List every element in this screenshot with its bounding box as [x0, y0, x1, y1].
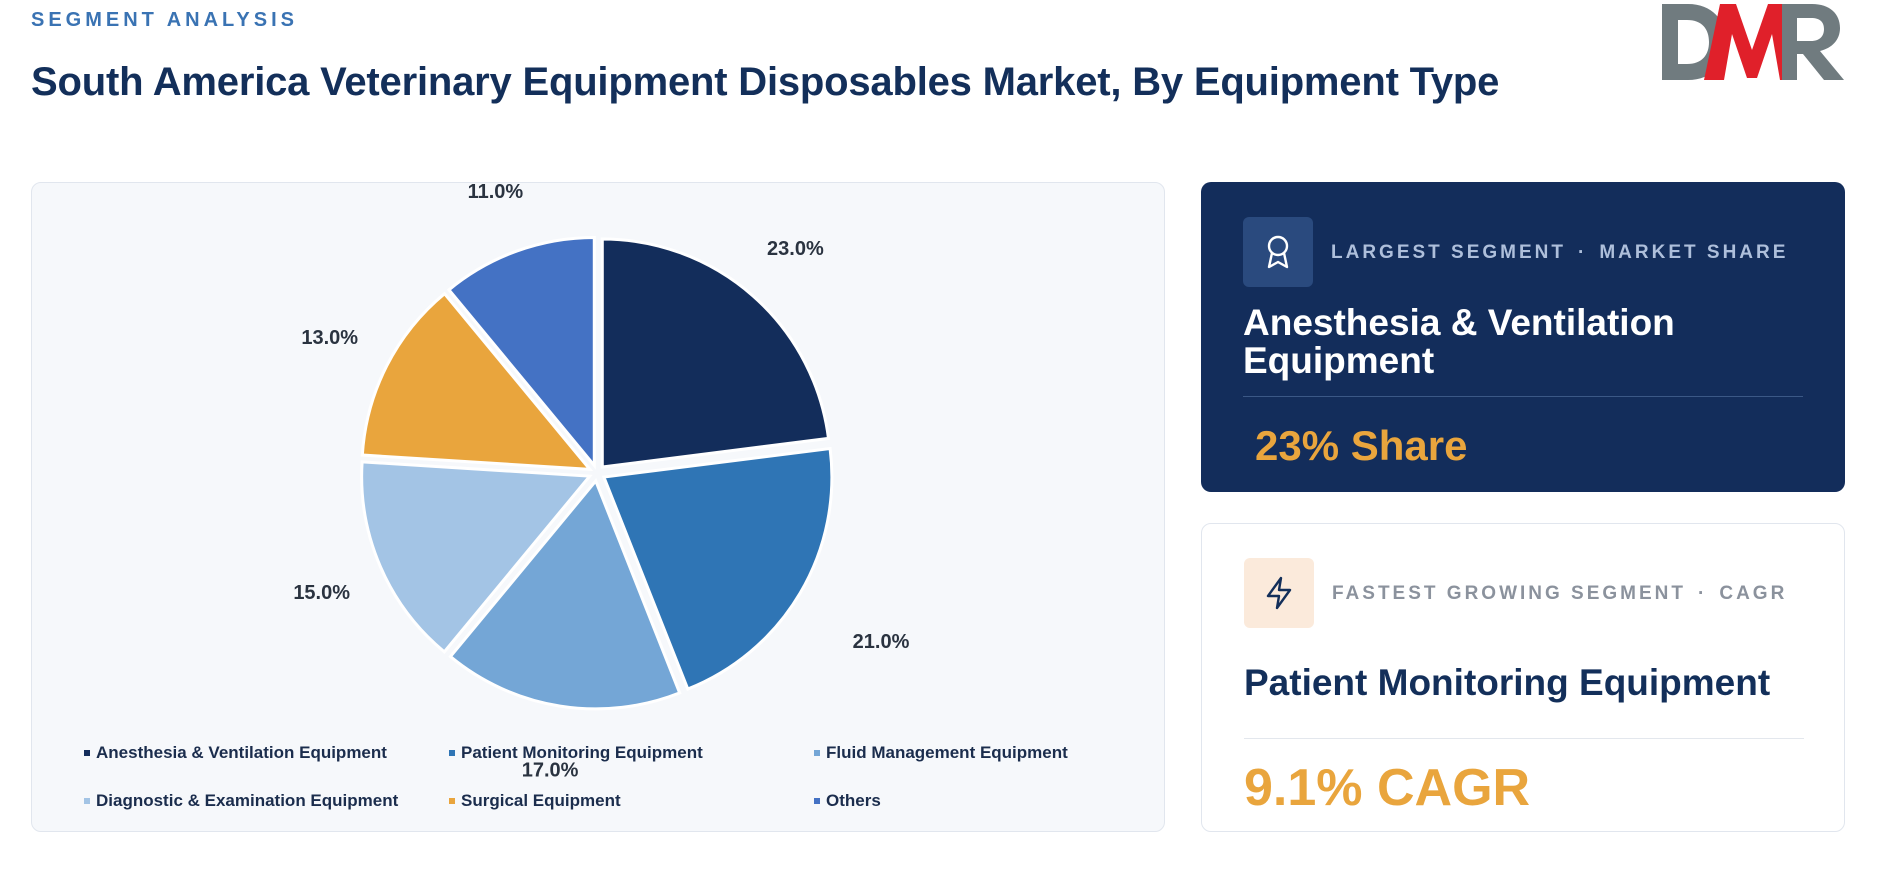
pie-slice-6: [446, 235, 596, 470]
slice-label-4: 15.0%: [293, 582, 350, 604]
slice-label-2: 21.0%: [853, 631, 910, 653]
legend-swatch: [84, 750, 90, 756]
legend-label: Anesthesia & Ventilation Equipment: [96, 743, 387, 762]
legend-swatch: [814, 750, 820, 756]
fastest-segment-cagr: 9.1% CAGR: [1244, 759, 1531, 817]
pie-slice-5: [360, 291, 594, 472]
pie-chart: 23.0% 21.0% 17.0% 15.0% 13.0% 11.0%: [293, 183, 910, 781]
divider: [1243, 396, 1803, 397]
pie-slice-1: [600, 237, 831, 469]
legend-item: Others: [814, 789, 1144, 813]
pie-slice-2: [601, 446, 834, 692]
pie-slice-4: [360, 460, 593, 654]
slice-label-5: 13.0%: [301, 327, 358, 349]
divider: [1244, 738, 1804, 739]
legend-swatch: [814, 798, 820, 804]
section-eyebrow: SEGMENT ANALYSIS: [31, 9, 298, 31]
legend-swatch: [84, 798, 90, 804]
fastest-segment-card: FASTEST GROWING SEGMENT · CAGR Patient Mon…: [1201, 523, 1845, 832]
largest-segment-name: Anesthesia & Ventilation Equipment: [1243, 302, 1675, 381]
lightning-icon: [1244, 558, 1314, 628]
legend-label: Fluid Management Equipment: [826, 743, 1068, 762]
page-title: South America Veterinary Equipment Dispo…: [31, 60, 1500, 104]
slice-label-1: 23.0%: [767, 238, 824, 260]
largest-segment-card: LARGEST SEGMENT · MARKET SHARE Anesthesia …: [1201, 182, 1845, 492]
award-icon: [1243, 217, 1313, 287]
legend-label: Others: [826, 791, 881, 810]
legend-swatch: [449, 750, 455, 756]
dmr-logo: [1662, 4, 1844, 80]
largest-segment-share: 23% Share: [1255, 422, 1468, 469]
pie-slice-3: [448, 477, 682, 711]
chart-card: 23.0% 21.0% 17.0% 15.0% 13.0% 11.0% Anesthesi…: [31, 182, 1165, 832]
legend-label: Diagnostic & Examination Equipment: [96, 791, 399, 810]
legend-item: Diagnostic & Examination Equipment: [84, 789, 449, 813]
legend-item: Patient Monitoring Equipment: [449, 741, 814, 765]
chart-legend: Anesthesia & Ventilation Equipment Patien…: [84, 741, 1144, 813]
fastest-segment-name: Patient Monitoring Equipment: [1244, 662, 1771, 703]
legend-swatch: [449, 798, 455, 804]
legend-item: Fluid Management Equipment: [814, 741, 1144, 765]
fastest-segment-kicker: FASTEST GROWING SEGMENT · CAGR: [1332, 583, 1788, 604]
slice-label-6: 11.0%: [468, 183, 524, 203]
legend-label: Surgical Equipment: [461, 791, 621, 810]
largest-segment-kicker: LARGEST SEGMENT · MARKET SHARE: [1331, 242, 1789, 263]
slice-label-3: 17.0%: [522, 759, 579, 781]
legend-item: Surgical Equipment: [449, 789, 814, 813]
legend-label: Patient Monitoring Equipment: [461, 743, 703, 762]
legend-item: Anesthesia & Ventilation Equipment: [84, 741, 449, 765]
